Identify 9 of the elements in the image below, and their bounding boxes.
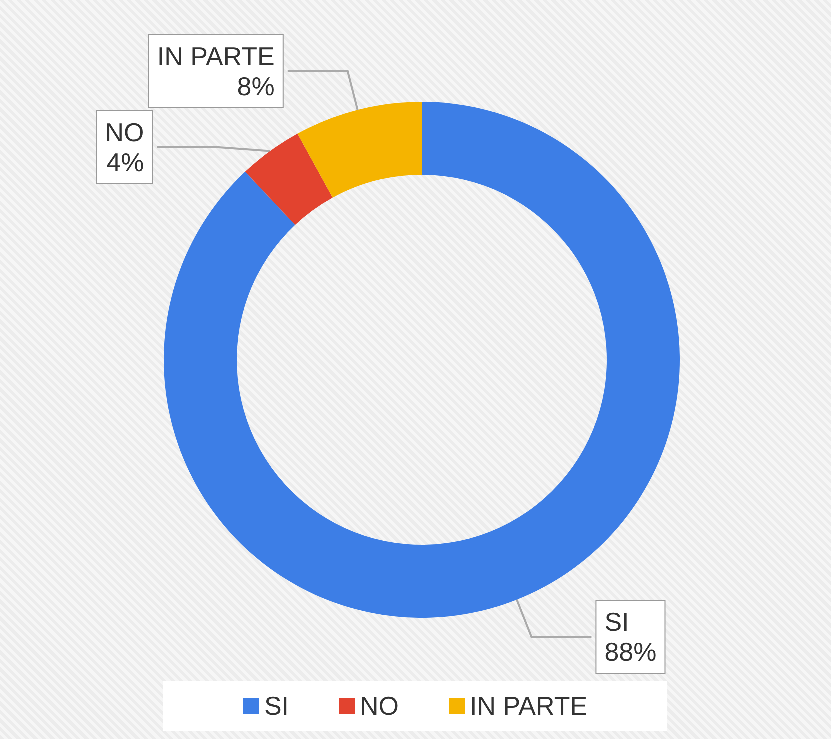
data-label: 88%: [604, 637, 657, 668]
legend-label: NO: [360, 691, 400, 721]
legend-label: SI: [264, 691, 290, 721]
slice-label: NO: [105, 117, 144, 148]
legend-label: IN PARTE: [470, 691, 588, 721]
slice-label: SI: [604, 607, 630, 638]
data-label: 8%: [237, 71, 275, 102]
data-label: 4%: [106, 147, 144, 178]
slice-label: IN PARTE: [157, 41, 275, 72]
